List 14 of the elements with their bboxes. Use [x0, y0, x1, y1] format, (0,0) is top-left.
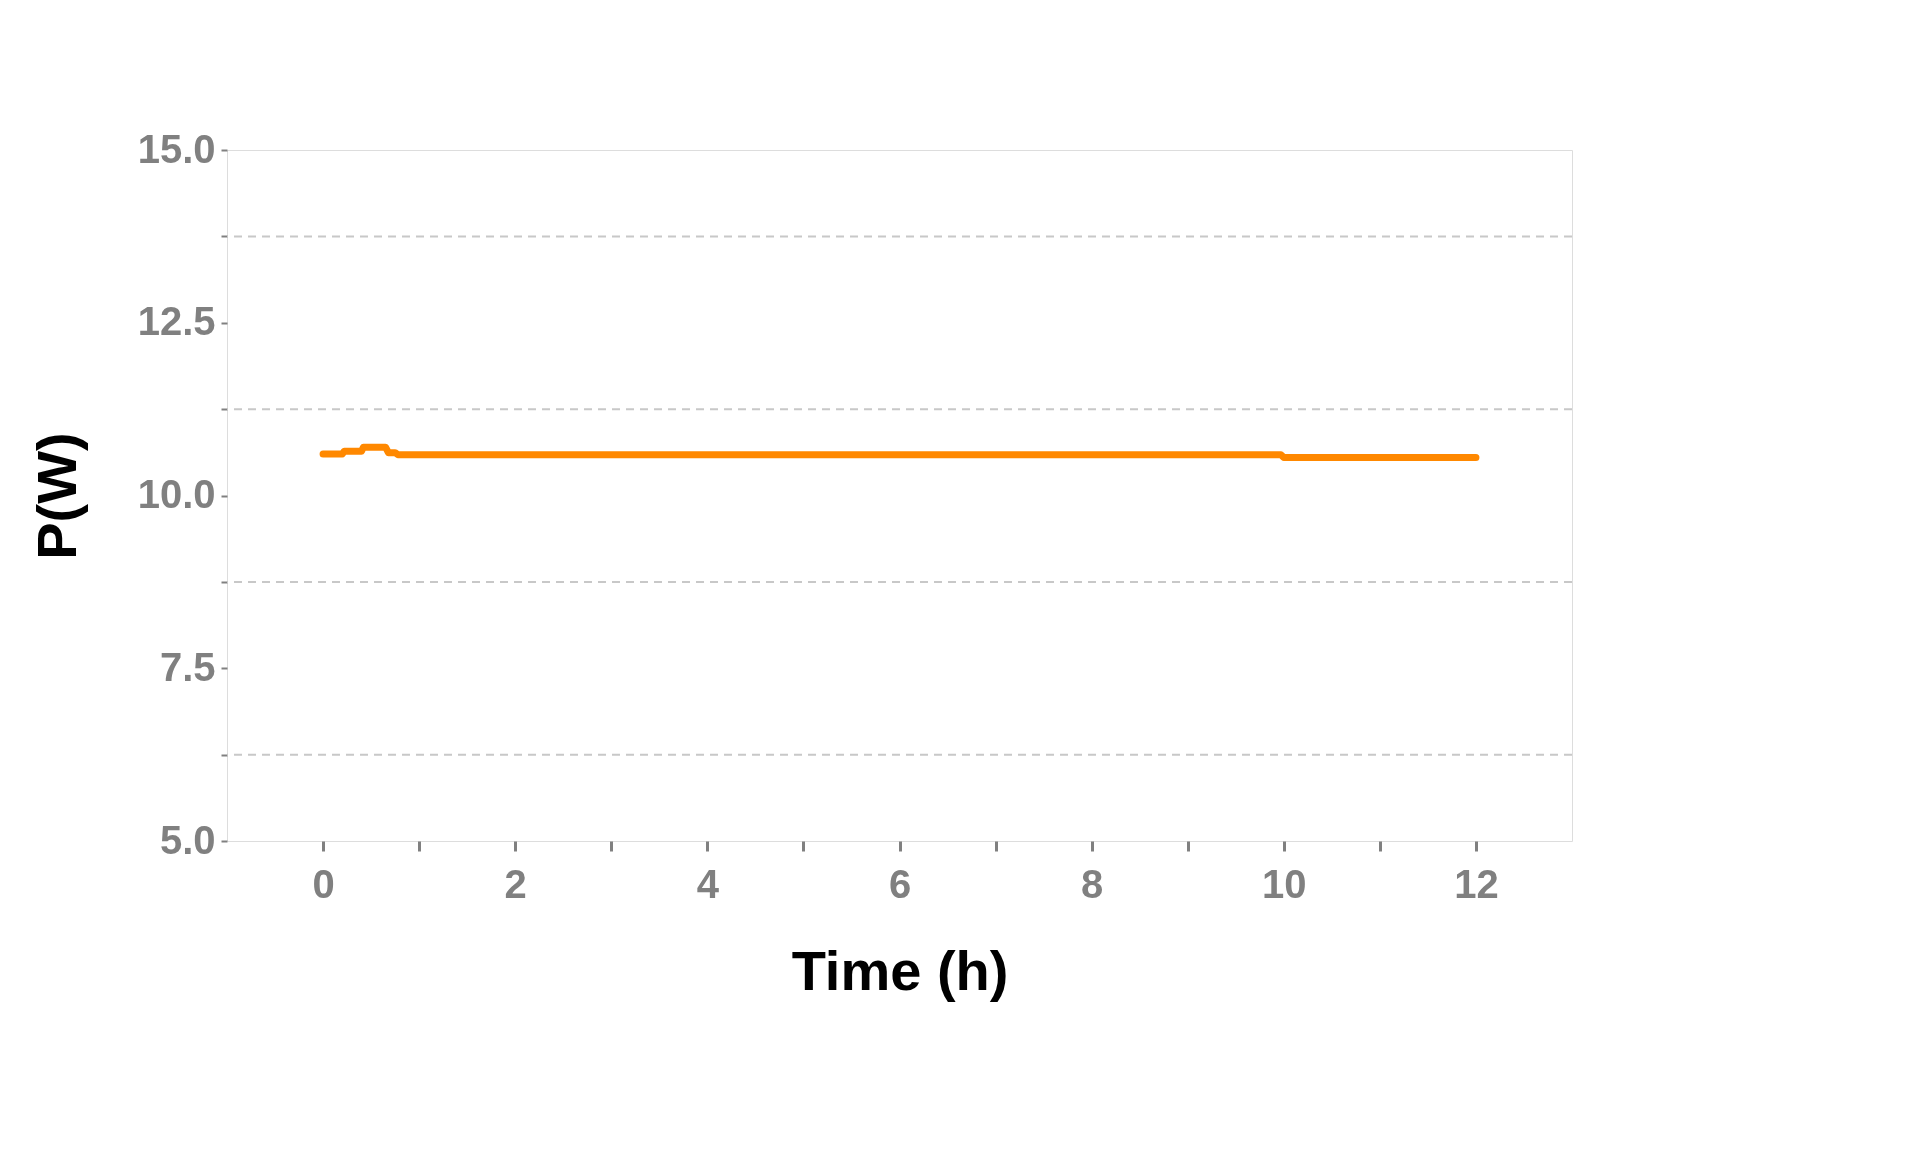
y-tick-label: 12.5 [137, 299, 216, 344]
x-tick-label: 12 [1454, 861, 1499, 906]
x-tick-label: 8 [1081, 861, 1104, 906]
y-axis-title: P(W) [24, 432, 88, 560]
x-tick-label: 6 [888, 861, 912, 906]
y-tick-label: 5.0 [159, 817, 216, 862]
x-tick-label: 10 [1262, 861, 1307, 906]
y-tick-label: 10.0 [137, 472, 216, 516]
y-tick-label: 15.0 [137, 126, 216, 171]
x-tick-label: 0 [312, 861, 335, 906]
y-tick-label: 7.5 [159, 644, 216, 689]
x-axis-title: Time (h) [791, 938, 1009, 1002]
x-tick-label: 4 [696, 861, 720, 906]
x-tick-label: 2 [504, 861, 527, 906]
